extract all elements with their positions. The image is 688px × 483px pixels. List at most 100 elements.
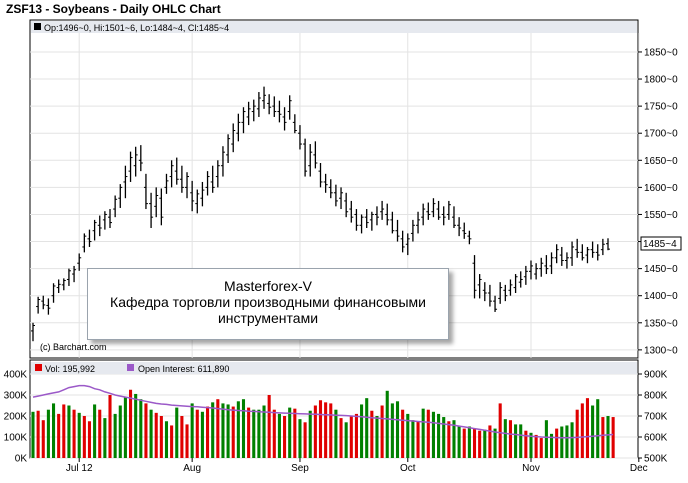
ohlc-bar xyxy=(61,278,66,291)
volume-tick-label: 200K xyxy=(4,412,28,423)
volume-bar xyxy=(565,425,569,458)
volume-bar xyxy=(334,409,338,458)
volume-bar xyxy=(108,395,112,458)
ohlc-bar xyxy=(395,219,400,242)
volume-bar xyxy=(313,405,317,458)
ohlc-bar xyxy=(354,209,359,231)
volume-bar xyxy=(462,428,466,458)
open-interest-axis-ticks: 900K 800K 700K 600K 500K xyxy=(638,370,668,465)
volume-bar xyxy=(41,420,45,458)
ohlc-bar xyxy=(318,163,323,188)
price-tick-label: 1700~0 xyxy=(644,129,678,140)
ohlc-bar xyxy=(462,222,467,239)
volume-bar xyxy=(339,418,343,458)
volume-bar xyxy=(293,408,297,458)
volume-bar xyxy=(498,403,502,458)
ohlc-bar xyxy=(246,101,251,126)
volume-bar xyxy=(421,408,425,458)
ohlc-bar xyxy=(128,151,133,182)
last-price-box xyxy=(640,236,682,251)
oi-tick-label: 800K xyxy=(644,391,668,402)
ohlc-bar xyxy=(36,296,41,314)
volume-axis-ticks: 400K 300K 200K 100K 0K xyxy=(4,370,28,465)
ohlc-bar xyxy=(374,206,379,226)
volume-bar xyxy=(390,403,394,458)
volume-bar xyxy=(601,417,605,458)
volume-bar xyxy=(82,416,86,458)
ohlc-bar xyxy=(313,141,318,169)
ohlc-bar xyxy=(472,255,477,299)
volume-bar xyxy=(144,403,148,458)
ohlc-bar xyxy=(226,134,231,163)
ohlc-bar xyxy=(498,282,503,304)
ohlc-bar xyxy=(292,114,297,134)
ohlc-bar xyxy=(405,233,410,256)
copyright: (c) Barchart.com xyxy=(40,342,107,352)
volume-bar xyxy=(257,409,261,458)
volume-bar xyxy=(267,395,271,458)
ohlc-bar xyxy=(143,173,148,210)
ohlc-bar xyxy=(467,230,472,245)
ohlc-bar xyxy=(339,187,344,210)
ohlc-bar xyxy=(303,138,308,177)
ohlc-bar xyxy=(262,86,267,109)
price-tick-label: 1650~0 xyxy=(644,156,678,167)
ohlc-bar xyxy=(195,189,200,214)
price-tick-label: 1750~0 xyxy=(644,102,678,113)
ohlc-bar xyxy=(544,255,549,275)
ohlc-bar xyxy=(528,260,533,280)
volume-bar xyxy=(606,416,610,458)
volume-bar xyxy=(508,420,512,458)
volume-bar xyxy=(365,398,369,458)
ohlc-bar xyxy=(416,211,421,234)
ohlc-bar xyxy=(97,215,102,237)
volume-bar xyxy=(324,402,328,458)
oi-tick-label: 900K xyxy=(644,370,668,381)
volume-bar xyxy=(206,406,210,458)
info-bar xyxy=(31,21,637,33)
ohlc-bar xyxy=(518,271,523,288)
ohlc-bar xyxy=(231,123,236,153)
oi-tick-label: 500K xyxy=(644,454,668,465)
open-interest-line xyxy=(32,384,614,439)
ohlc-bar xyxy=(56,279,61,293)
ohlc-bar xyxy=(410,219,415,242)
ohlc-bar xyxy=(359,214,364,234)
vol-legend: Vol: 195,992 xyxy=(45,364,95,374)
volume-bar xyxy=(149,409,153,458)
volume-bar xyxy=(375,416,379,458)
volume-bar xyxy=(262,405,266,458)
volume-bar xyxy=(51,403,56,458)
volume-bar xyxy=(252,409,256,458)
volume-bar xyxy=(154,412,158,458)
volume-bar xyxy=(585,398,590,458)
ohlc-bar xyxy=(159,188,164,226)
volume-bar xyxy=(164,421,169,458)
ohlc-bar xyxy=(108,209,113,228)
ohlc-bar xyxy=(41,295,46,310)
oi-tick-label: 600K xyxy=(644,433,668,444)
ohlc-bar xyxy=(369,211,374,231)
volume-bar xyxy=(426,409,430,458)
price-tick-label: 1800~0 xyxy=(644,75,678,86)
ohlc-bar xyxy=(154,187,159,218)
ohlc-bar xyxy=(436,200,441,220)
ohlc-bar xyxy=(344,192,349,218)
volume-bar xyxy=(452,420,456,458)
volume-bar xyxy=(77,412,81,458)
ohlc-bar xyxy=(487,284,492,307)
ohlc-bar xyxy=(241,107,246,134)
vol-legend-swatch xyxy=(35,364,42,371)
ohlc-bar xyxy=(66,268,71,286)
volume-bar xyxy=(478,430,482,458)
ohlc-bar xyxy=(92,219,97,241)
volume-bar xyxy=(529,432,533,458)
volume-bar xyxy=(36,410,40,458)
volume-bar xyxy=(298,419,302,458)
volume-bar xyxy=(272,409,276,458)
volume-bar xyxy=(395,401,400,458)
ohlc-bar xyxy=(87,229,92,247)
ohlc-bar xyxy=(534,263,539,280)
oi-legend-swatch xyxy=(127,364,134,371)
ohlc-bar xyxy=(364,209,369,228)
